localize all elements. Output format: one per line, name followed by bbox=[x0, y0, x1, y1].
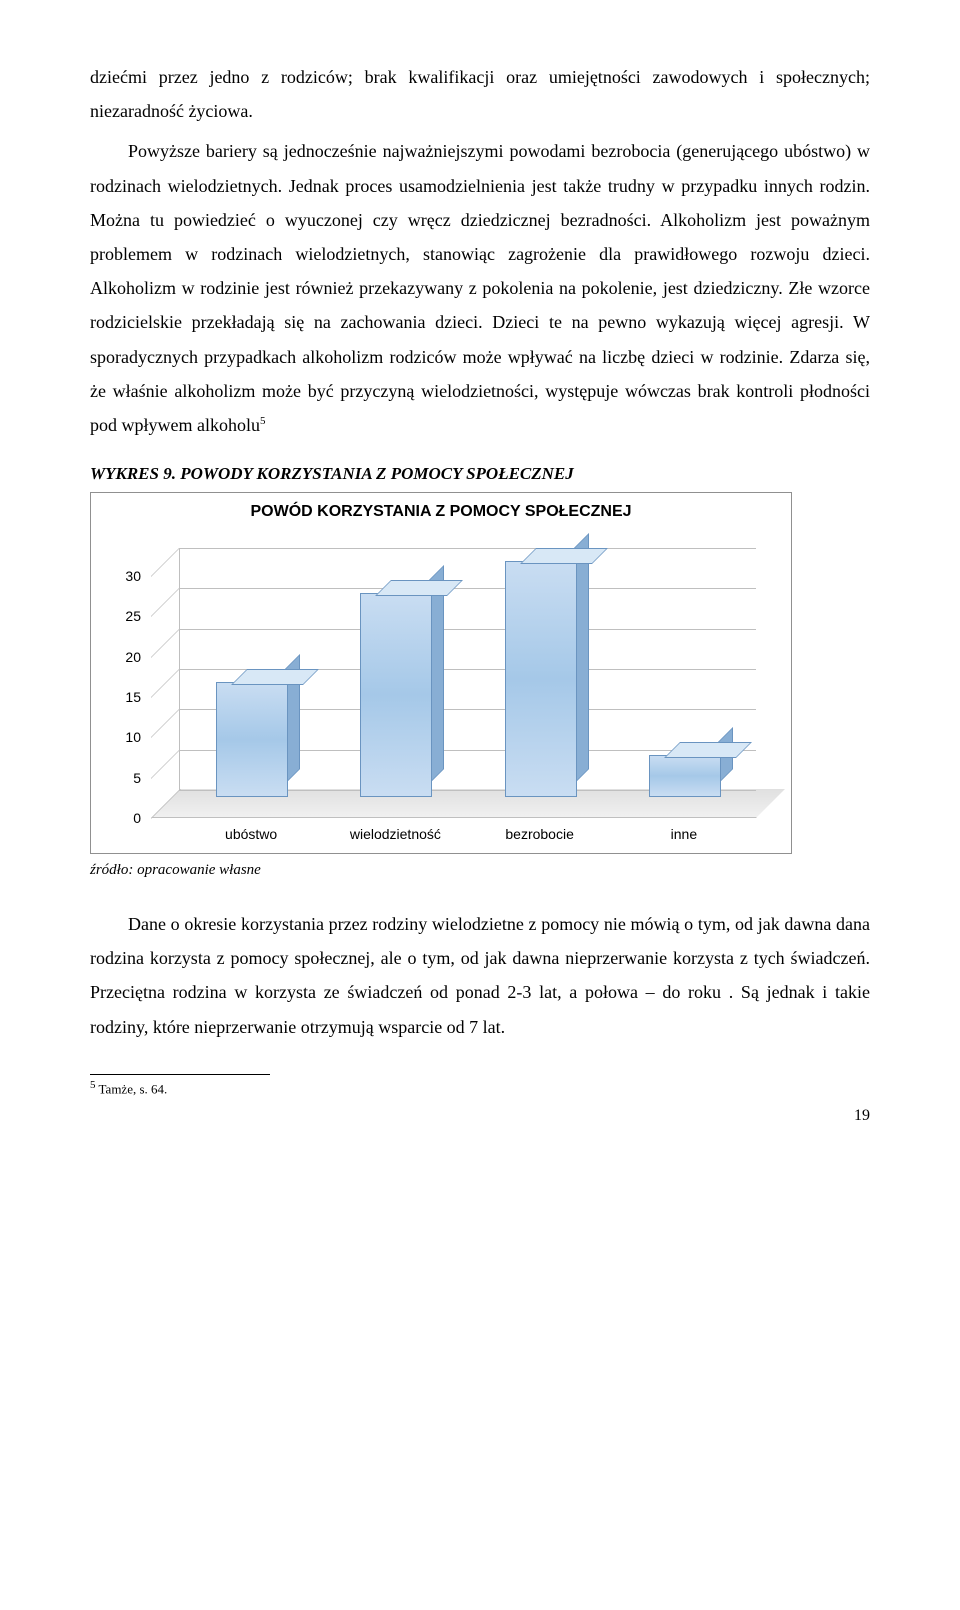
figure-caption: WYKRES 9. POWODY KORZYSTANIA Z POMOCY SP… bbox=[90, 464, 870, 484]
paragraph-2-text: Powyższe bariery są jednocześnie najważn… bbox=[90, 141, 870, 435]
paragraph-3: Dane o okresie korzystania przez rodziny… bbox=[90, 907, 870, 1044]
chart-ytick: 25 bbox=[111, 608, 141, 624]
chart-gridline bbox=[179, 588, 756, 589]
chart-bar bbox=[360, 595, 430, 797]
paragraph-1: dziećmi przez jedno z rodziców; brak kwa… bbox=[90, 60, 870, 128]
page-number: 19 bbox=[90, 1107, 870, 1125]
chart-bar-front bbox=[649, 755, 721, 797]
chart-ytick: 5 bbox=[111, 770, 141, 786]
chart-gridline-side bbox=[151, 709, 179, 738]
chart-title: POWÓD KORZYSTANIA Z POMOCY SPOŁECZNEJ bbox=[91, 493, 791, 521]
chart-ytick: 10 bbox=[111, 729, 141, 745]
chart-gridline-side bbox=[151, 629, 179, 658]
paragraph-2: Powyższe bariery są jednocześnie najważn… bbox=[90, 134, 870, 442]
chart-bar bbox=[216, 684, 286, 797]
chart-ytick: 30 bbox=[111, 568, 141, 584]
chart-gridline-side bbox=[151, 588, 179, 617]
footnote: 5 Tamże, s. 64. bbox=[90, 1079, 870, 1097]
chart-xtick: wielodzietność bbox=[325, 826, 465, 842]
chart-gridline-side bbox=[151, 750, 179, 779]
chart-plot-area: 051015202530ubóstwowielodzietnośćbezrobo… bbox=[151, 548, 756, 818]
chart-gridline-side bbox=[151, 669, 179, 698]
chart-gridline bbox=[179, 629, 756, 630]
footnote-text: Tamże, s. 64. bbox=[99, 1081, 168, 1096]
chart-bar bbox=[505, 563, 575, 797]
chart-container: POWÓD KORZYSTANIA Z POMOCY SPOŁECZNEJ 05… bbox=[90, 492, 792, 854]
chart-source: źródło: opracowanie własne bbox=[90, 862, 870, 879]
chart-bar-front bbox=[360, 593, 432, 797]
footnote-marker: 5 bbox=[260, 415, 266, 427]
footnote-separator bbox=[90, 1074, 270, 1075]
chart-xtick: ubóstwo bbox=[181, 826, 321, 842]
chart-bar-front bbox=[216, 682, 288, 797]
chart-ytick: 20 bbox=[111, 649, 141, 665]
chart-bar bbox=[649, 757, 719, 797]
chart-ytick: 15 bbox=[111, 689, 141, 705]
chart-gridline-side bbox=[151, 548, 179, 577]
chart-ytick: 0 bbox=[111, 810, 141, 826]
footnote-number: 5 bbox=[90, 1079, 96, 1091]
chart-gridline bbox=[179, 548, 756, 549]
chart-bar-front bbox=[505, 561, 577, 797]
chart-xtick: bezrobocie bbox=[470, 826, 610, 842]
chart-xtick: inne bbox=[614, 826, 754, 842]
